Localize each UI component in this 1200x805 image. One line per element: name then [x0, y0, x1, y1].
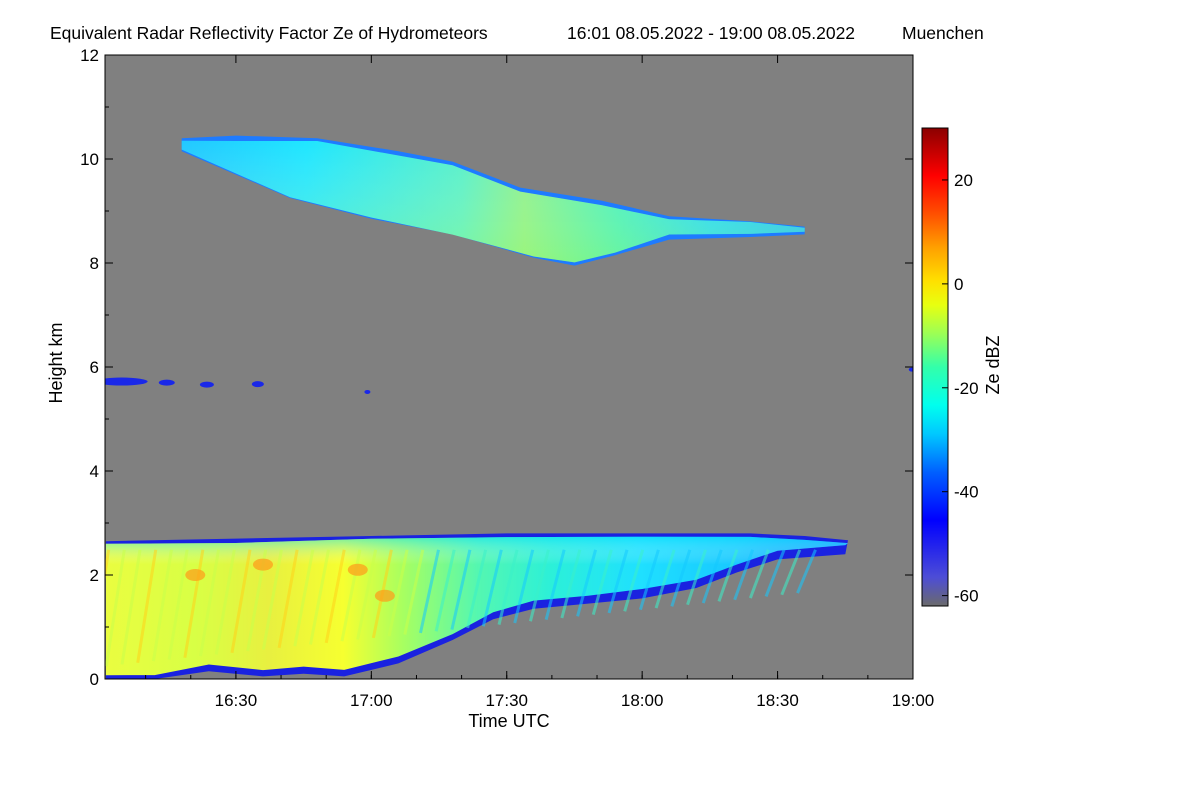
plot-area: 16:30 17:00 17:30 18:00 18:30 19:00 0 2 4 6 8 10 12: [80, 46, 934, 710]
fall-streak: [670, 549, 692, 607]
reflectivity-core: [374, 589, 395, 602]
x-tick-label: 18:30: [756, 691, 799, 710]
y-tick-label: 8: [90, 254, 99, 273]
fall-streak: [796, 549, 817, 594]
fall-streak: [199, 549, 221, 657]
fall-streak: [733, 549, 755, 601]
fall-streak: [748, 549, 770, 599]
fall-streak: [513, 549, 535, 624]
fall-streak: [450, 549, 472, 630]
fall-streak: [293, 549, 315, 647]
isolated-echo: [251, 381, 264, 388]
fall-streak: [576, 549, 598, 617]
colorbar-ticks: -60 -40 -20 0 20: [942, 171, 979, 606]
colorbar: -60 -40 -20 0 20 Ze dBZ: [921, 127, 1003, 607]
fall-streak: [167, 549, 189, 660]
fall-streak: [403, 549, 425, 635]
fall-streak: [434, 549, 456, 632]
x-axis-label: Time UTC: [468, 711, 549, 731]
fall-streak: [151, 549, 173, 662]
fall-streak: [466, 549, 488, 629]
colorbar-tick-label: -60: [954, 587, 979, 606]
fall-streak: [497, 549, 519, 625]
colorbar-gradient: [921, 127, 949, 607]
isolated-echo: [364, 389, 371, 394]
x-axis: 16:30 17:00 17:30 18:00 18:30 19:00: [145, 55, 935, 710]
fall-streak: [324, 549, 346, 644]
y-tick-label: 0: [90, 670, 99, 689]
chart-period: 16:01 08.05.2022 - 19:00 08.05.2022: [567, 23, 855, 43]
fall-streak: [717, 549, 739, 602]
fall-streak: [214, 549, 236, 655]
y-tick-label: 12: [80, 46, 99, 65]
fall-streak: [309, 549, 331, 645]
isolated-echo: [908, 367, 913, 372]
fall-streak: [528, 549, 550, 622]
fall-streak: [183, 549, 205, 659]
colorbar-tick-label: 20: [954, 171, 973, 190]
radar-echoes: [105, 135, 913, 679]
upper-layer-shade: [181, 140, 805, 263]
fall-streak: [638, 549, 660, 611]
chart-location: Muenchen: [902, 23, 984, 43]
y-axis: 0 2 4 6 8 10 12: [80, 46, 913, 689]
fall-streak: [261, 549, 283, 650]
fall-streak: [136, 549, 158, 664]
x-tick-label: 17:00: [350, 691, 393, 710]
fall-streak: [105, 549, 111, 584]
y-axis-label: Height km: [46, 322, 66, 403]
fall-streak: [544, 549, 566, 621]
x-tick-label: 17:30: [485, 691, 528, 710]
x-tick-label: 16:30: [215, 691, 258, 710]
fall-streak: [105, 549, 126, 667]
isolated-echo: [105, 377, 148, 386]
fall-streak: [356, 549, 378, 640]
fall-streak: [120, 549, 142, 665]
fall-streak: [560, 549, 582, 619]
fall-streak: [591, 549, 613, 616]
reflectivity-core: [347, 563, 368, 576]
x-tick-label: 18:00: [621, 691, 664, 710]
fall-streak: [277, 549, 299, 649]
fall-streak: [387, 549, 409, 637]
reflectivity-core: [252, 558, 273, 571]
fall-streak: [780, 549, 802, 596]
y-tick-label: 10: [80, 150, 99, 169]
fall-streak: [481, 549, 503, 627]
y-tick-label: 2: [90, 566, 99, 585]
chart-title: Equivalent Radar Reflectivity Factor Ze …: [50, 23, 488, 43]
colorbar-tick-label: 0: [954, 275, 963, 294]
fall-streak: [419, 549, 440, 634]
fall-streak: [230, 549, 252, 654]
isolated-echo: [158, 379, 175, 386]
reflectivity-core: [185, 569, 206, 581]
fall-streak: [607, 549, 629, 614]
fall-streak: [701, 549, 723, 604]
colorbar-tick-label: -40: [954, 483, 979, 502]
fall-streak: [654, 549, 676, 609]
y-tick-label: 4: [90, 462, 99, 481]
fall-streak: [623, 549, 645, 612]
fall-streak: [686, 549, 707, 606]
colorbar-label: Ze dBZ: [983, 335, 1003, 394]
low-layer-top-shade: [105, 536, 848, 676]
fall-streak: [764, 549, 786, 597]
y-tick-label: 6: [90, 358, 99, 377]
isolated-echo: [199, 381, 214, 388]
x-tick-label: 19:00: [892, 691, 935, 710]
colorbar-tick-label: -20: [954, 379, 979, 398]
